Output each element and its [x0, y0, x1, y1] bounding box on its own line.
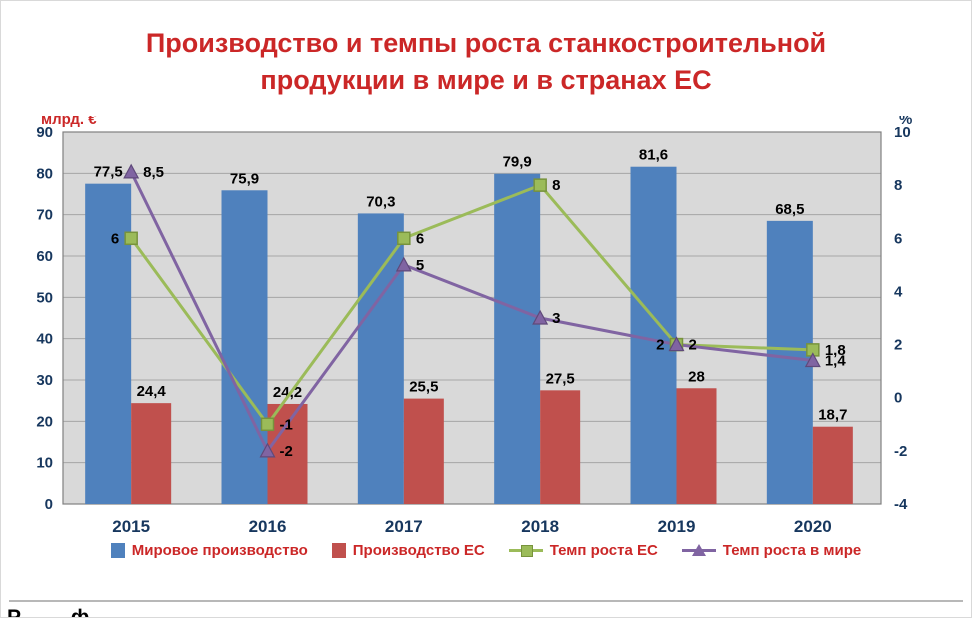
bar-value-label: 25,5: [409, 379, 438, 396]
triangle-marker: [532, 309, 549, 325]
line-value-label: -2: [280, 443, 293, 460]
line-value-label: 8,5: [143, 164, 164, 181]
cropped-text-fragment: Р ф: [7, 606, 112, 618]
bar: [812, 426, 853, 504]
left-axis-unit-label: млрд. €: [41, 116, 97, 128]
bar-value-label: 27,5: [546, 370, 575, 387]
chart-title: Производство и темпы роста станкостроите…: [1, 25, 971, 99]
square-marker: [397, 231, 411, 246]
legend-square-marker: [520, 545, 533, 557]
chart-title-line2: продукции в мире и в странах ЕС: [260, 65, 712, 95]
line-series: [129, 183, 813, 427]
left-axis-tick-label: 60: [36, 248, 53, 265]
bar-value-label: 77,5: [94, 164, 123, 181]
bar-value-label: 75,9: [230, 170, 259, 187]
legend-swatch-eu-growth-line: [508, 543, 543, 558]
right-axis-unit-label: %: [899, 116, 912, 128]
left-axis-tick-label: 20: [36, 413, 53, 430]
line-value-label: 6: [416, 230, 424, 247]
x-tick-label: 2020: [794, 517, 832, 536]
right-axis-tick-label: 0: [894, 390, 902, 407]
right-axis-tick-label: 8: [894, 177, 902, 194]
bar: [357, 213, 404, 504]
bar-value-label: 24,4: [137, 383, 167, 400]
bar: [494, 173, 541, 504]
x-tick-label: 2017: [385, 517, 423, 536]
bar: [403, 398, 444, 504]
triangle-marker: [804, 352, 821, 368]
line-value-label: 1,4: [825, 353, 847, 370]
legend-swatch-world-production-bar: [110, 543, 125, 558]
bar-value-label: 28: [688, 368, 705, 385]
legend-swatch-eu-production-bar: [331, 543, 346, 558]
bar: [221, 190, 268, 504]
right-axis-tick-label: -4: [894, 496, 908, 513]
chart-legend: Мировое производство Производство ЕС Тем…: [1, 542, 971, 559]
line-value-label: 8: [552, 177, 560, 194]
bar: [676, 388, 717, 504]
x-tick-label: 2018: [521, 517, 559, 536]
plot-area: [63, 132, 881, 504]
line-value-label: 2: [656, 337, 664, 354]
chart-title-line1: Производство и темпы роста станкостроите…: [145, 28, 827, 58]
bar: [131, 403, 172, 504]
line-value-label: -1: [280, 416, 293, 433]
right-axis-tick-label: 10: [894, 124, 911, 141]
right-axis-tick-label: 4: [894, 283, 903, 300]
legend-item-eu-growth: Темп роста ЕС: [508, 542, 658, 559]
bar-value-label: 18,7: [818, 407, 847, 424]
left-axis-tick-label: 30: [36, 372, 53, 389]
legend-swatch-world-growth-line: [681, 543, 716, 558]
x-tick-label: 2019: [658, 517, 696, 536]
square-marker: [533, 178, 547, 192]
square-marker: [124, 231, 138, 246]
bar-value-label: 81,6: [639, 147, 668, 164]
legend-label: Темп роста ЕС: [549, 542, 658, 559]
x-tick-label: 2016: [249, 517, 287, 536]
bar: [540, 390, 581, 504]
bar: [85, 183, 132, 504]
bar-value-label: 79,9: [503, 154, 532, 171]
left-axis-tick-label: 40: [36, 331, 53, 348]
left-axis-tick-label: 50: [36, 289, 53, 306]
line-value-label: 5: [416, 257, 424, 274]
line-value-label: 6: [111, 230, 119, 247]
footer-divider: [9, 600, 963, 602]
right-axis-tick-label: 2: [894, 337, 902, 354]
right-axis-tick-label: 6: [894, 230, 902, 247]
right-axis-tick-label: -2: [894, 443, 907, 460]
legend-label: Мировое производство: [131, 542, 308, 559]
legend-triangle-marker: [691, 544, 706, 556]
legend-label: Производство ЕС: [352, 542, 485, 559]
line-value-label: 2: [689, 337, 697, 354]
triangle-marker: [668, 336, 685, 352]
legend-label: Темп роста в мире: [722, 542, 862, 559]
left-axis-tick-label: 70: [36, 207, 53, 224]
triangle-marker: [123, 163, 140, 179]
triangle-marker: [395, 256, 412, 272]
left-axis-tick-label: 80: [36, 165, 53, 182]
left-axis-tick-label: 0: [45, 496, 53, 513]
legend-item-world-production: Мировое производство: [110, 542, 308, 559]
legend-item-world-growth: Темп роста в мире: [681, 542, 862, 559]
triangle-marker: [259, 442, 276, 458]
square-marker: [260, 417, 275, 432]
plot-border: [62, 131, 882, 505]
line-value-label: 3: [552, 310, 560, 327]
line-series: [129, 171, 814, 454]
legend-item-eu-production: Производство ЕС: [331, 542, 485, 559]
bar-value-label: 68,5: [775, 201, 804, 218]
bar: [766, 220, 813, 504]
left-axis-tick-label: 10: [36, 455, 53, 472]
bar-value-label: 70,3: [366, 193, 395, 210]
left-axis-tick-label: 90: [36, 124, 53, 141]
x-tick-label: 2015: [112, 517, 150, 536]
line-value-label: 1,8: [825, 342, 846, 359]
